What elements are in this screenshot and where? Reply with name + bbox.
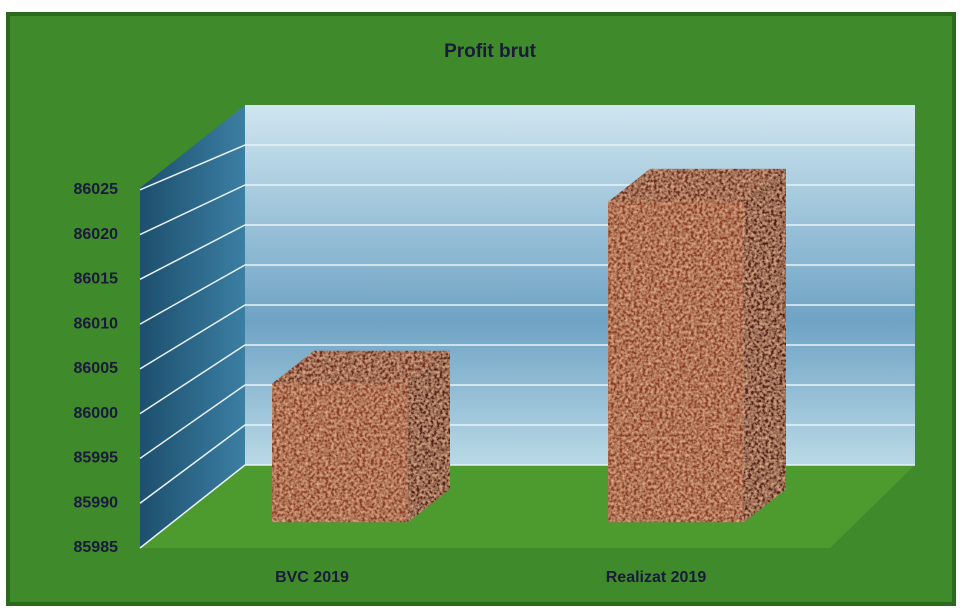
bar-top	[608, 168, 786, 202]
bar-side	[408, 350, 450, 523]
y-tick-label: 85995	[74, 450, 119, 467]
y-tick-label: 85990	[74, 494, 119, 511]
x-tick-label: Realizat 2019	[606, 569, 707, 586]
side-wall	[140, 105, 245, 548]
bar-front	[272, 383, 408, 523]
y-tick-label: 86020	[74, 226, 119, 243]
y-tick-label: 85985	[74, 539, 119, 556]
bar-top	[272, 350, 450, 384]
grid-line	[139, 144, 915, 191]
floor	[140, 465, 915, 548]
bar	[272, 350, 450, 523]
chart-title: Profit brut	[444, 41, 536, 62]
y-tick-label: 86005	[74, 360, 119, 377]
y-tick-label: 86010	[74, 315, 119, 332]
y-tick-label: 86000	[74, 405, 119, 422]
y-tick-label: 86025	[74, 181, 119, 198]
x-tick-label: BVC 2019	[275, 569, 349, 586]
bar-side	[744, 168, 786, 523]
bar-front	[608, 201, 744, 523]
bar	[608, 168, 786, 523]
frame	[6, 12, 956, 606]
y-tick-label: 86015	[74, 271, 119, 288]
